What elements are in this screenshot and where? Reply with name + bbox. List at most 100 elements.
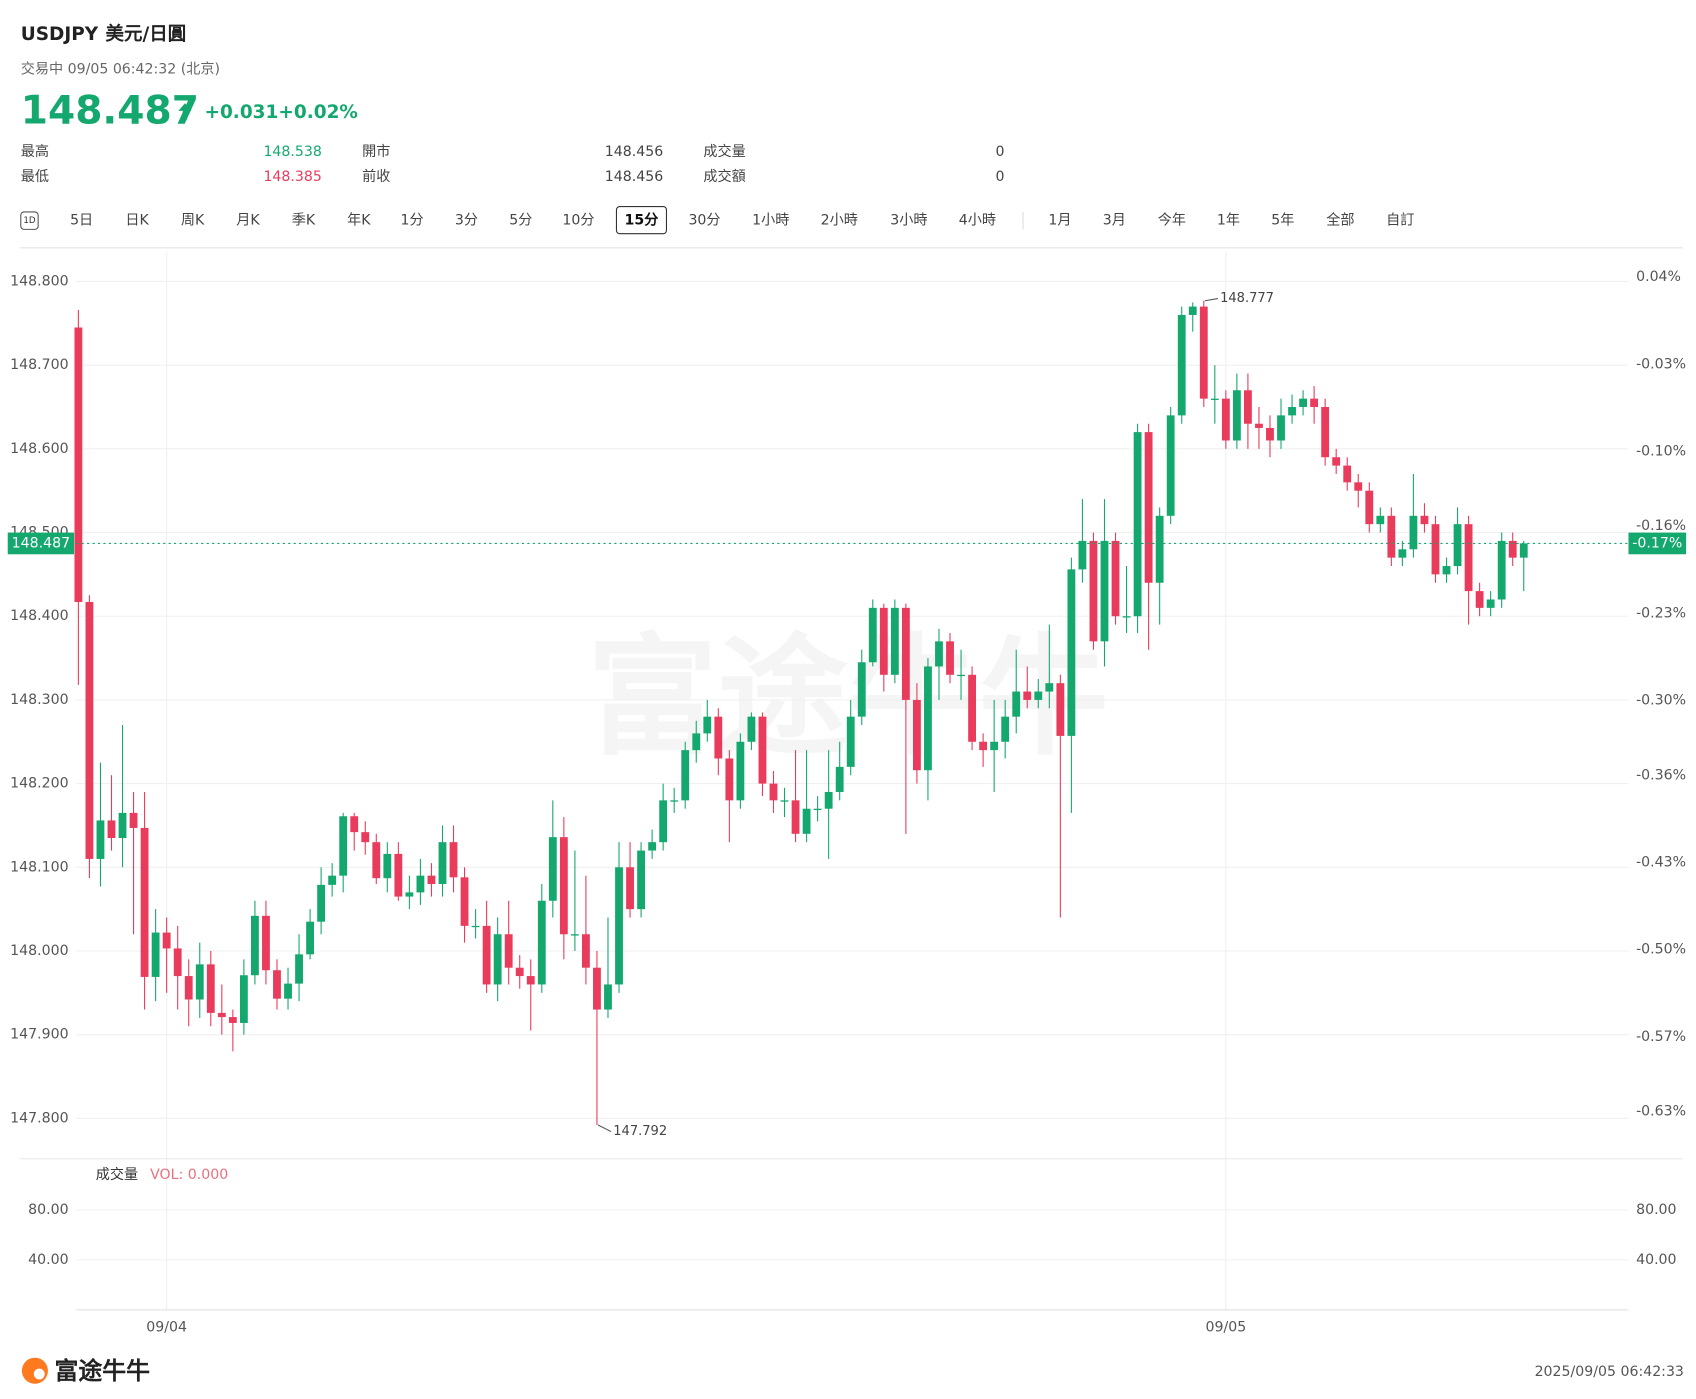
- tab[interactable]: 15分: [625, 213, 660, 229]
- candle-body: [1431, 524, 1440, 575]
- last-price-label: 148.487: [12, 535, 70, 551]
- y2-tick-label: -0.03%: [1636, 356, 1686, 372]
- y2-tick-label: -0.30%: [1636, 693, 1686, 709]
- footer-timestamp: 2025/09/05 06:42:33: [1535, 1364, 1684, 1380]
- candle-body: [615, 867, 623, 985]
- candle-body: [890, 607, 899, 675]
- tab[interactable]: 3月: [1103, 213, 1126, 229]
- tab[interactable]: 1小時: [752, 213, 789, 229]
- candle-body: [1111, 540, 1120, 617]
- candle-body: [140, 827, 149, 977]
- tab[interactable]: 1年: [1217, 213, 1240, 229]
- x-tick-label: 09/05: [1205, 1319, 1246, 1335]
- y2-tick-label: -0.63%: [1636, 1104, 1686, 1120]
- candle-body: [935, 641, 943, 667]
- tab[interactable]: 周K: [181, 213, 205, 229]
- candle-body: [449, 842, 458, 878]
- tab-selected: [615, 205, 668, 235]
- y2-tick-label: -0.43%: [1636, 854, 1686, 870]
- tab[interactable]: 3小時: [890, 213, 927, 229]
- candle-body: [769, 783, 778, 801]
- tab[interactable]: 5分: [509, 213, 532, 229]
- candle-body: [1155, 515, 1164, 583]
- tab[interactable]: 30分: [688, 213, 720, 229]
- volume-tick-label-right: 40.00: [1636, 1252, 1676, 1268]
- candle-body: [1188, 306, 1197, 315]
- y2-tick-label: 0.04%: [1636, 269, 1681, 285]
- candle-body: [1442, 566, 1451, 575]
- candle-body: [438, 842, 447, 885]
- tab[interactable]: 日K: [125, 213, 149, 229]
- y-tick-label: 147.900: [10, 1027, 68, 1043]
- tab[interactable]: 5年: [1271, 213, 1294, 229]
- tab[interactable]: 季K: [292, 213, 316, 229]
- candle-body: [1244, 390, 1252, 424]
- candle-body: [1420, 515, 1429, 525]
- candle-body: [1332, 457, 1341, 466]
- tab[interactable]: 1月: [1048, 213, 1071, 229]
- candle-body: [129, 812, 138, 828]
- annotation-leader: [1204, 298, 1219, 302]
- candle-body: [1288, 407, 1296, 416]
- last-price: 148.487: [21, 89, 199, 134]
- annotation-label: 147.792: [613, 1124, 667, 1139]
- stat-value: 0: [996, 169, 1005, 185]
- candle-body: [957, 674, 965, 677]
- y-tick-label: 148.100: [10, 859, 68, 875]
- logo-icon-inner: [33, 1368, 45, 1380]
- last-pct-label: -0.17%: [1632, 535, 1682, 551]
- tab[interactable]: 全部: [1326, 212, 1354, 229]
- tab[interactable]: 今年: [1158, 213, 1186, 229]
- y-tick-label: 148.200: [10, 776, 68, 792]
- candle-body: [228, 1017, 237, 1023]
- candle-body: [1475, 591, 1484, 608]
- candle-body: [681, 750, 690, 801]
- candle-body: [151, 932, 160, 977]
- y2-tick-label: -0.10%: [1636, 443, 1686, 459]
- tab[interactable]: 5日: [70, 213, 93, 229]
- tab[interactable]: 2小時: [821, 213, 858, 229]
- tab[interactable]: 月K: [236, 213, 260, 229]
- up-arrow: [178, 103, 192, 120]
- stat-value: 148.456: [605, 169, 663, 185]
- candle-body: [239, 975, 248, 1023]
- last-price-tag: [7, 532, 75, 555]
- candle-body: [857, 662, 866, 717]
- y2-tick-label: -0.36%: [1636, 767, 1686, 783]
- candle-body: [714, 716, 723, 759]
- candle-body: [913, 699, 921, 771]
- candle-body: [1177, 314, 1186, 416]
- candle-body: [758, 716, 767, 784]
- candle-body: [173, 948, 182, 977]
- candle-body: [846, 716, 855, 767]
- tab[interactable]: 1D: [23, 216, 36, 226]
- tab[interactable]: 10分: [562, 213, 594, 229]
- candle-body: [1343, 465, 1352, 483]
- y-tick-label: 148.300: [10, 692, 68, 708]
- tab[interactable]: 3分: [455, 213, 478, 229]
- candle-body: [1133, 432, 1142, 617]
- candle-body: [1100, 540, 1109, 642]
- candle-body: [780, 800, 789, 802]
- candle-body: [868, 607, 877, 663]
- candle-body: [1266, 427, 1274, 441]
- tab[interactable]: 1分: [401, 213, 424, 229]
- candle-body: [1387, 515, 1396, 558]
- candle-body: [692, 733, 701, 751]
- candle-body: [791, 800, 800, 834]
- volume-tick-label-right: 80.00: [1636, 1202, 1676, 1218]
- y2-tick-label: -0.57%: [1636, 1029, 1686, 1045]
- candle-body: [85, 602, 94, 859]
- candle-body: [394, 853, 403, 897]
- candle-body: [879, 607, 888, 675]
- tab[interactable]: 4小時: [959, 213, 996, 229]
- candle-body: [74, 327, 83, 603]
- annotation-label: 148.777: [1220, 291, 1274, 306]
- candle-body: [593, 967, 601, 1010]
- candle-body: [736, 741, 745, 801]
- tab[interactable]: 年K: [347, 213, 371, 229]
- volume-tick-label: 80.00: [28, 1202, 68, 1218]
- candle-body: [504, 934, 513, 968]
- last-pct-tag: [1628, 532, 1687, 555]
- tab[interactable]: 自訂: [1386, 213, 1414, 229]
